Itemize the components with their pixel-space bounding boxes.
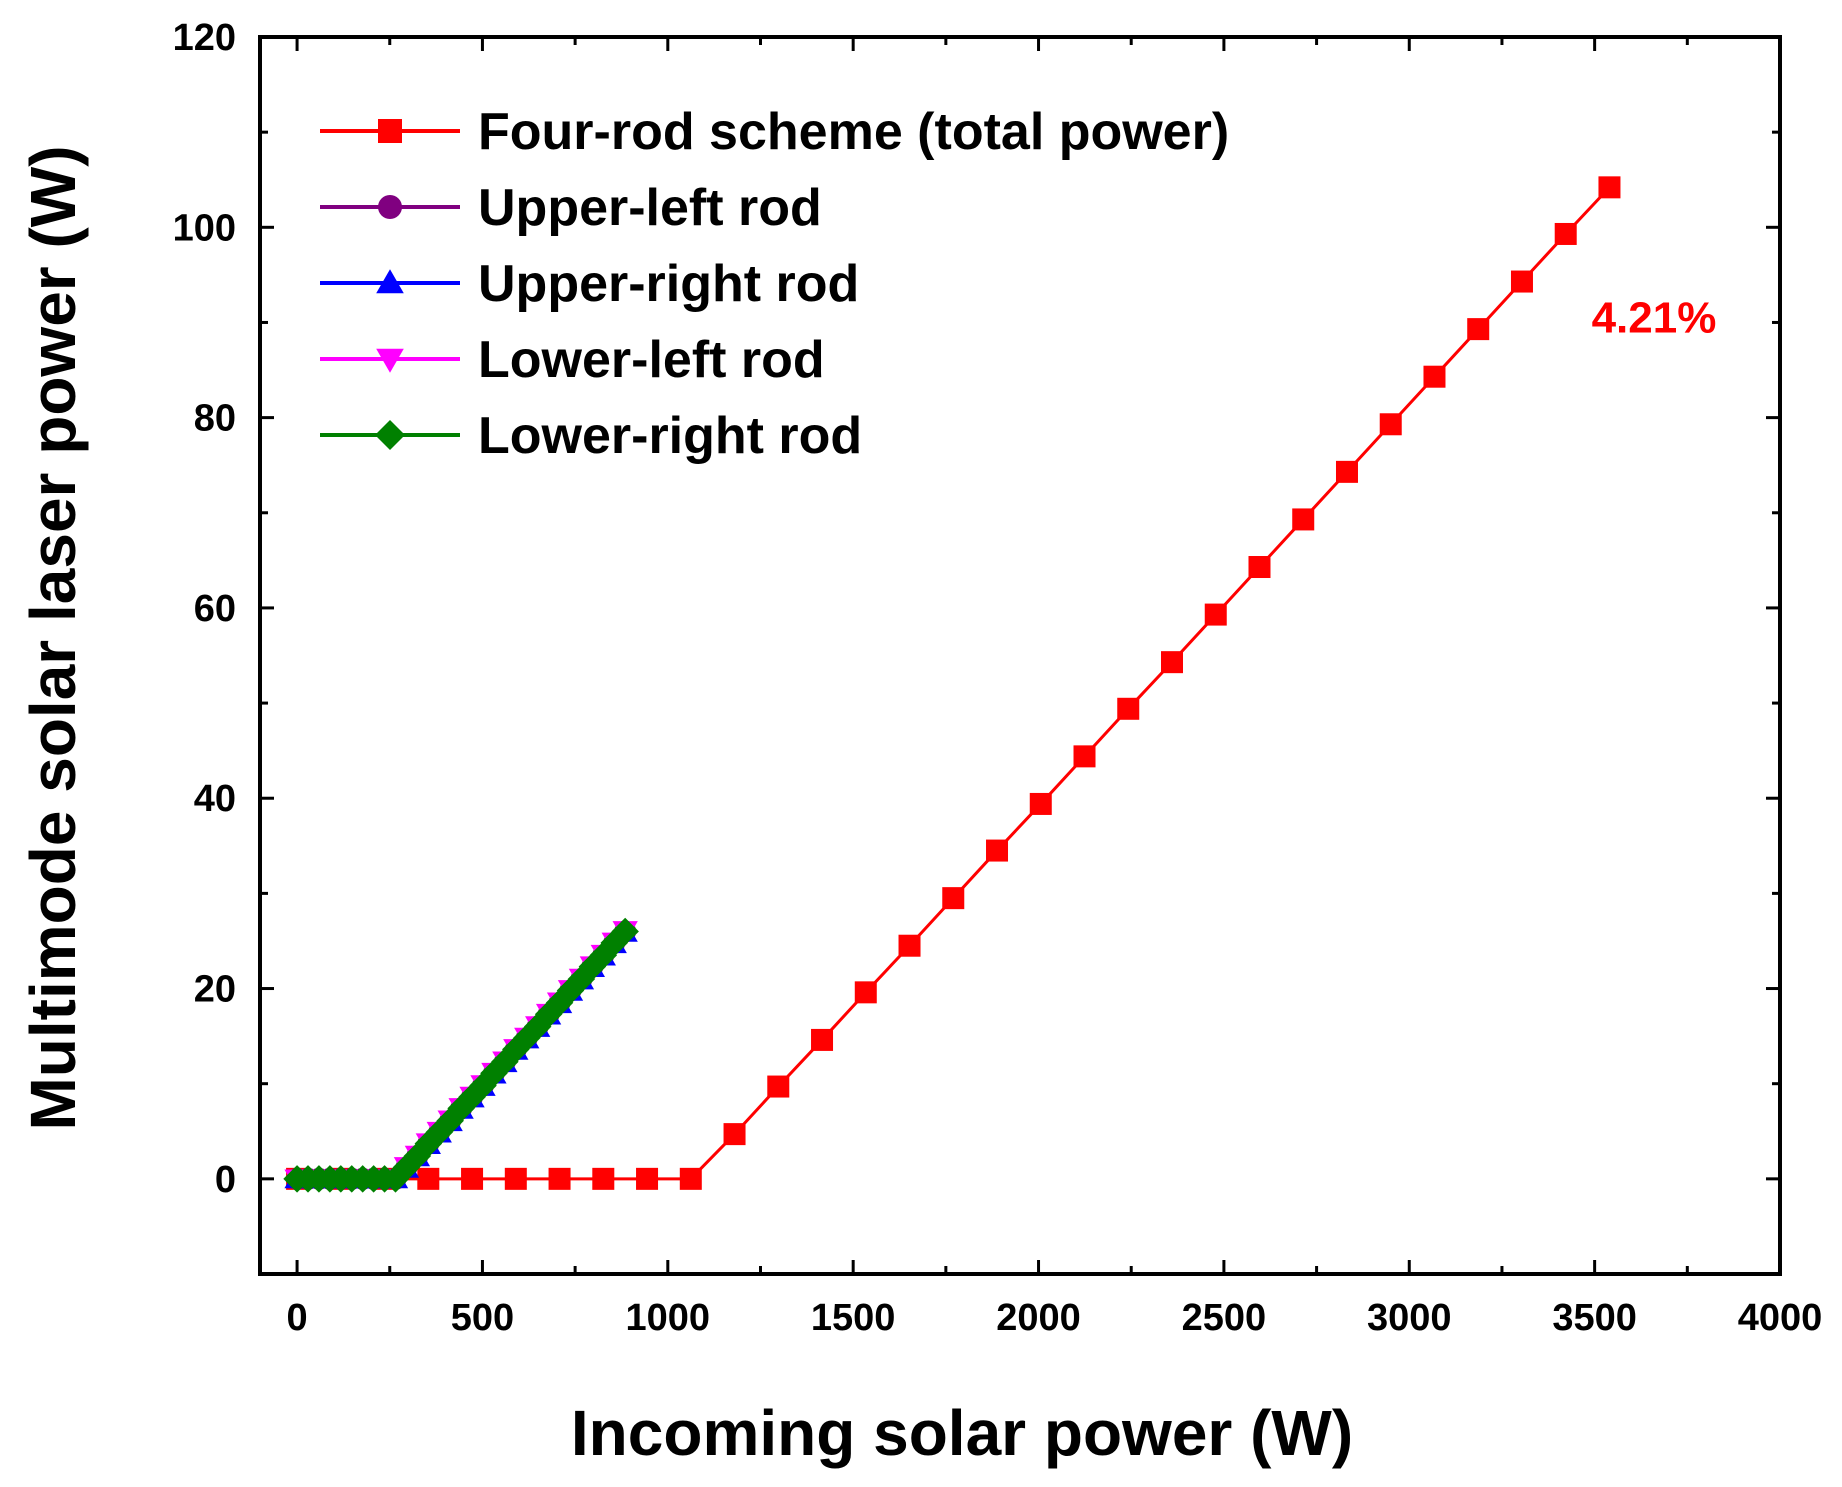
- data-point: [611, 917, 639, 946]
- data-point: [461, 1167, 484, 1190]
- data-point: [1335, 460, 1358, 483]
- series-layer: [283, 176, 1621, 1193]
- legend-label: Upper-right rod: [478, 255, 859, 313]
- series-line: [297, 930, 627, 1181]
- series-line: [297, 929, 627, 1181]
- legend-item: Lower-left rod: [320, 331, 825, 389]
- y-tick-label: 20: [194, 969, 236, 1011]
- efficiency-annotation: 4.21%: [1592, 294, 1717, 343]
- axis-ticks: 0 500 1000 1500 2000 2500 3000 3500 4000 0 20 40 60 8…: [173, 17, 1823, 1339]
- data-point: [986, 839, 1009, 862]
- x-tick-label: 3000: [1367, 1297, 1452, 1339]
- y-tick-label: 100: [173, 207, 236, 249]
- y-axis-title: Multimode solar laser power (W): [17, 145, 89, 1130]
- y-tick-label: 80: [194, 398, 236, 440]
- data-point: [1423, 365, 1446, 388]
- data-point: [1510, 270, 1533, 293]
- data-point: [723, 1123, 746, 1146]
- data-point: [1248, 556, 1271, 579]
- legend-label: Lower-right rod: [478, 407, 862, 465]
- data-point: [417, 1167, 440, 1190]
- x-tick-label: 4000: [1738, 1297, 1823, 1339]
- legend-swatch-marker: [378, 195, 402, 219]
- plot-area: [258, 35, 1782, 1276]
- y-tick-label: 60: [194, 588, 236, 630]
- legend-swatch-marker: [376, 269, 404, 294]
- legend-item: Four-rod scheme (total power): [320, 103, 1229, 161]
- legend-swatch-marker: [376, 348, 404, 373]
- data-point: [898, 934, 921, 957]
- x-tick-label: 1000: [626, 1297, 711, 1339]
- data-point: [1073, 745, 1096, 768]
- legend-swatch-marker: [378, 119, 402, 143]
- legend-item: Upper-right rod: [320, 255, 859, 313]
- y-tick-label: 0: [215, 1159, 236, 1201]
- legend-label: Lower-left rod: [478, 331, 825, 389]
- data-point: [1204, 603, 1227, 626]
- data-point: [1161, 651, 1183, 674]
- series-1: [286, 176, 1621, 1190]
- x-axis-title: Incoming solar power (W): [571, 1397, 1353, 1469]
- x-tick-label: 2000: [996, 1297, 1081, 1339]
- legend-item: Upper-left rod: [320, 179, 822, 237]
- series-line: [297, 930, 627, 1181]
- data-point: [636, 1167, 659, 1190]
- data-point: [548, 1167, 571, 1190]
- legend-item: Lower-right rod: [320, 407, 862, 465]
- series-5: [283, 917, 639, 1193]
- y-tick-label: 120: [173, 17, 236, 59]
- data-point: [854, 981, 877, 1004]
- data-point: [592, 1167, 615, 1190]
- x-tick-label: 1500: [811, 1297, 896, 1339]
- data-point: [679, 1167, 702, 1190]
- data-point: [504, 1167, 527, 1190]
- y-tick-label: 40: [194, 778, 236, 820]
- data-point: [1598, 176, 1621, 199]
- data-point: [811, 1028, 834, 1051]
- data-point: [1379, 413, 1402, 436]
- x-tick-label: 2500: [1182, 1297, 1267, 1339]
- data-point: [1292, 508, 1315, 531]
- x-tick-label: 0: [287, 1297, 308, 1339]
- legend: Four-rod scheme (total power) Upper-left …: [320, 103, 1229, 465]
- legend-label: Four-rod scheme (total power): [478, 103, 1229, 161]
- x-tick-label: 3500: [1552, 1297, 1637, 1339]
- x-tick-label: 500: [451, 1297, 514, 1339]
- data-point: [1029, 792, 1052, 815]
- data-point: [767, 1075, 790, 1098]
- data-point: [1117, 697, 1140, 720]
- data-point: [1467, 318, 1490, 341]
- legend-label: Upper-left rod: [478, 179, 822, 237]
- legend-swatch-marker: [375, 420, 405, 450]
- data-point: [1554, 222, 1577, 245]
- data-point: [942, 887, 965, 910]
